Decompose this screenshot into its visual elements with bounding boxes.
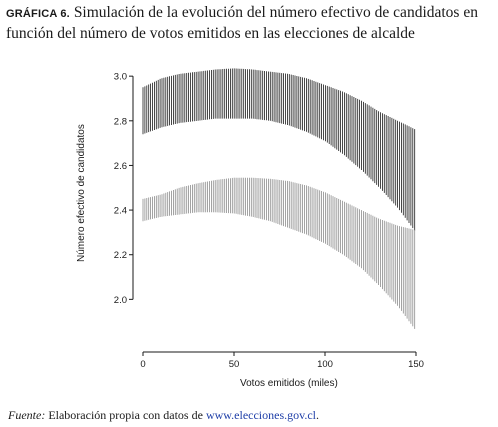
x-tick-label: 0 [140,359,145,370]
y-tick-label: 2.0 [114,295,127,306]
y-axis-label: Número efectivo de candidatos [76,124,87,262]
series-2 [142,177,416,329]
figure-caption: Simulación de la evolución del número ef… [6,4,478,42]
x-tick-label: 100 [317,359,333,370]
series-1 [142,68,416,231]
x-tick-label: 150 [408,359,424,370]
chart-bands [142,68,416,329]
y-tick-label: 2.4 [114,206,127,217]
y-tick-label: 2.2 [114,250,127,261]
y-tick-label: 3.0 [114,72,127,83]
source-suffix: . [316,408,320,422]
figure-title: GRÁFICA 6. Simulación de la evolución de… [6,3,494,43]
source-prefix: Fuente: [8,408,46,422]
chart-axes: 2.0 2.2 2.4 2.6 2.8 3.0 0 50 100 150 [114,72,424,370]
figure-label: GRÁFICA 6. [6,8,70,20]
y-tick-label: 2.6 [114,161,127,172]
x-tick-label: 50 [229,359,240,370]
source-text: Elaboración propia con datos de [48,408,206,422]
source-note: Fuente: Elaboración propia con datos de … [8,408,319,423]
x-axis-label: Votos emitidos (miles) [240,378,338,389]
source-link[interactable]: www.elecciones.gov.cl [205,408,317,422]
y-tick-label: 2.8 [114,116,127,127]
